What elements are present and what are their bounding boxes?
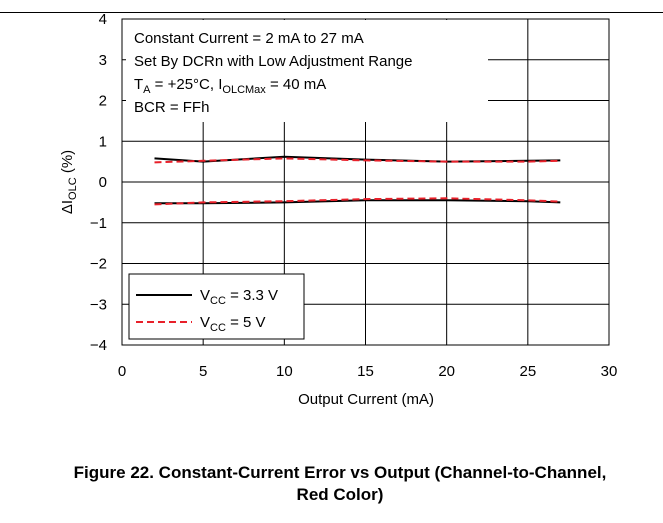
x-tick-label: 20 (438, 363, 455, 380)
y-tick-label: 3 (99, 52, 107, 69)
x-tick-label: 0 (118, 363, 126, 380)
x-axis-label: Output Current (mA) (298, 391, 434, 408)
legend: VCC = 3.3 V VCC = 5 V (128, 273, 305, 340)
legend-label-vcc5: VCC = 5 V (200, 314, 266, 334)
y-tick-label: 1 (99, 133, 107, 150)
figure-caption: Figure 22. Constant-Current Error vs Out… (73, 463, 607, 504)
y-tick-label: −3 (90, 296, 107, 313)
plot-series (154, 155, 561, 206)
annotation-line-3: TA = +25°C, IOLCMax = 40 mA (134, 76, 326, 96)
plot-frame (121, 18, 610, 346)
x-tick-label: 10 (276, 363, 293, 380)
annotation-line-3-c: = 40 mA (266, 76, 326, 93)
series-line-vcc5-0 (154, 157, 561, 164)
annotation-box-bg (126, 20, 488, 122)
x-tick-label: 30 (601, 363, 618, 380)
y-tick-labels: 4 3 2 1 0 −1 −2 −3 −4 (90, 11, 107, 354)
y-tick-label: 4 (99, 11, 107, 28)
y-tick-label: 2 (99, 93, 107, 110)
annotation-line-3-b-sub: OLCMax (222, 84, 266, 96)
annotation-line-3-a: T (134, 76, 143, 93)
annotation-line-2: Set By DCRn with Low Adjustment Range (134, 53, 412, 70)
legend-label-vcc33: VCC = 3.3 V (200, 287, 278, 307)
x-tick-label: 25 (519, 363, 536, 380)
y-tick-label: −4 (90, 337, 107, 354)
line-chart: Constant Current = 2 mA to 27 mA Set By … (59, 11, 618, 408)
x-tick-labels: 0 5 10 15 20 25 30 (118, 363, 618, 380)
top-rule (0, 12, 663, 13)
legend-box (128, 273, 305, 340)
annotation-line-1: Constant Current = 2 mA to 27 mA (134, 30, 364, 47)
annotation-line-3-a-sub: A (143, 84, 151, 96)
annotation-line-4: BCR = FFh (134, 99, 209, 116)
x-tick-label: 5 (199, 363, 207, 380)
y-tick-label: −1 (90, 215, 107, 232)
series-line-vcc5-1 (154, 197, 561, 206)
y-tick-label: −2 (90, 256, 107, 273)
y-tick-label: 0 (99, 174, 107, 191)
annotation-line-3-b: = +25°C, I (151, 76, 223, 93)
x-tick-label: 15 (357, 363, 374, 380)
y-axis-label: ΔIOLC (%) (59, 150, 79, 214)
